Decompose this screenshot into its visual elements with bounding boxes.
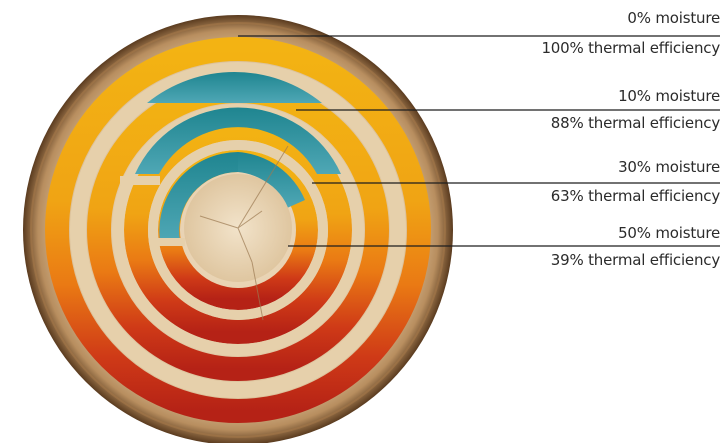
log-edge-ring [30, 22, 446, 438]
label-moisture-50: 50% moisture [618, 224, 720, 242]
grain-ring [148, 140, 328, 320]
moisture-segment-10-percent [147, 72, 322, 103]
ring-30-percent-moisture [124, 116, 352, 344]
label-efficiency-50: 39% thermal efficiency [550, 251, 720, 269]
moisture-segment-50-percent-right [238, 152, 305, 208]
ring-gap [120, 176, 160, 185]
ring-gap [155, 238, 185, 246]
label-moisture-0: 0% moisture [627, 9, 720, 27]
label-efficiency-0: 100% thermal efficiency [541, 39, 720, 57]
moisture-segment-30-percent [135, 107, 341, 174]
label-moisture-10: 10% moisture [618, 87, 720, 105]
ring-0-percent-moisture [45, 37, 431, 423]
grain-ring [70, 62, 406, 398]
label-efficiency-30: 63% thermal efficiency [550, 187, 720, 205]
moisture-segment-50-percent [159, 152, 238, 241]
label-moisture-30: 30% moisture [618, 158, 720, 176]
wood-cracks [199, 145, 289, 321]
leader-lines [238, 35, 720, 247]
label-efficiency-10: 88% thermal efficiency [550, 114, 720, 132]
